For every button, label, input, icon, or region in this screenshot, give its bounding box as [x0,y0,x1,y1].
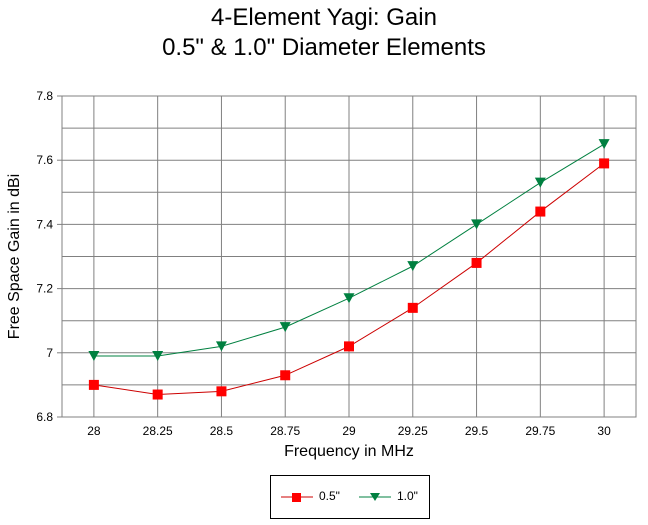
data-point-series-1 [216,386,227,397]
y-tick-label: 7.2 [36,282,53,296]
data-point-series-1 [280,370,291,381]
data-point-series-1 [344,341,354,352]
chart-legend: 0.5" 1.0" [270,475,430,519]
chart-title: 4-Element Yagi: Gain [211,4,437,31]
data-point-series-2 [534,177,546,188]
data-point-series-1 [407,302,418,313]
x-tick-labels: 28 28.25 28.5 28.75 29 29.25 29.5 29.75 30 [87,424,611,438]
legend-item-series-1: 0.5" [279,488,349,506]
y-tick-label: 7 [46,346,53,360]
x-tick-label: 29.75 [525,424,555,438]
legend-item-series-2: 1.0" [357,488,427,506]
data-point-series-1 [471,257,482,268]
chart-subtitle: 0.5" & 1.0" Diameter Elements [162,34,486,61]
series-markers [88,139,610,400]
data-point-series-2 [407,261,419,272]
y-tick-label: 7.6 [36,153,53,167]
x-tick-label: 29 [342,424,356,438]
x-tick-label: 29.5 [465,424,489,438]
x-axis-label: Frequency in MHz [284,443,414,460]
x-tick-label: 30 [597,424,611,438]
y-tick-label: 7.4 [36,217,53,231]
data-point-series-1 [88,379,99,390]
y-tick-labels: 6.8 7 7.2 7.4 7.6 7.8 [36,89,53,424]
legend-label-series-1: 0.5" [319,489,340,503]
x-tick-label: 28 [87,424,101,438]
x-tick-label: 28.75 [270,424,300,438]
data-point-series-1 [535,206,546,217]
data-point-series-2 [279,322,291,333]
data-point-series-1 [152,389,163,400]
data-point-series-2 [88,351,100,362]
y-tick-label: 6.8 [36,410,53,424]
data-point-series-2 [598,139,610,150]
data-point-series-2 [343,293,355,304]
y-axis-label: Free Space Gain in dBi [6,174,23,339]
data-point-series-2 [152,351,164,362]
horizontal-gridlines [57,95,636,418]
data-point-series-1 [599,158,610,169]
legend-label-series-2: 1.0" [397,489,418,503]
x-tick-label: 28.5 [210,424,234,438]
x-tick-label: 29.25 [398,424,428,438]
plot-area-frame [61,95,637,418]
legend-marker-triangle-icon [359,493,391,501]
x-tick-label: 28.25 [143,424,173,438]
legend-marker-square-icon [281,493,313,502]
y-tick-label: 7.8 [36,89,53,103]
data-point-series-2 [471,219,483,230]
data-point-series-2 [215,341,227,352]
